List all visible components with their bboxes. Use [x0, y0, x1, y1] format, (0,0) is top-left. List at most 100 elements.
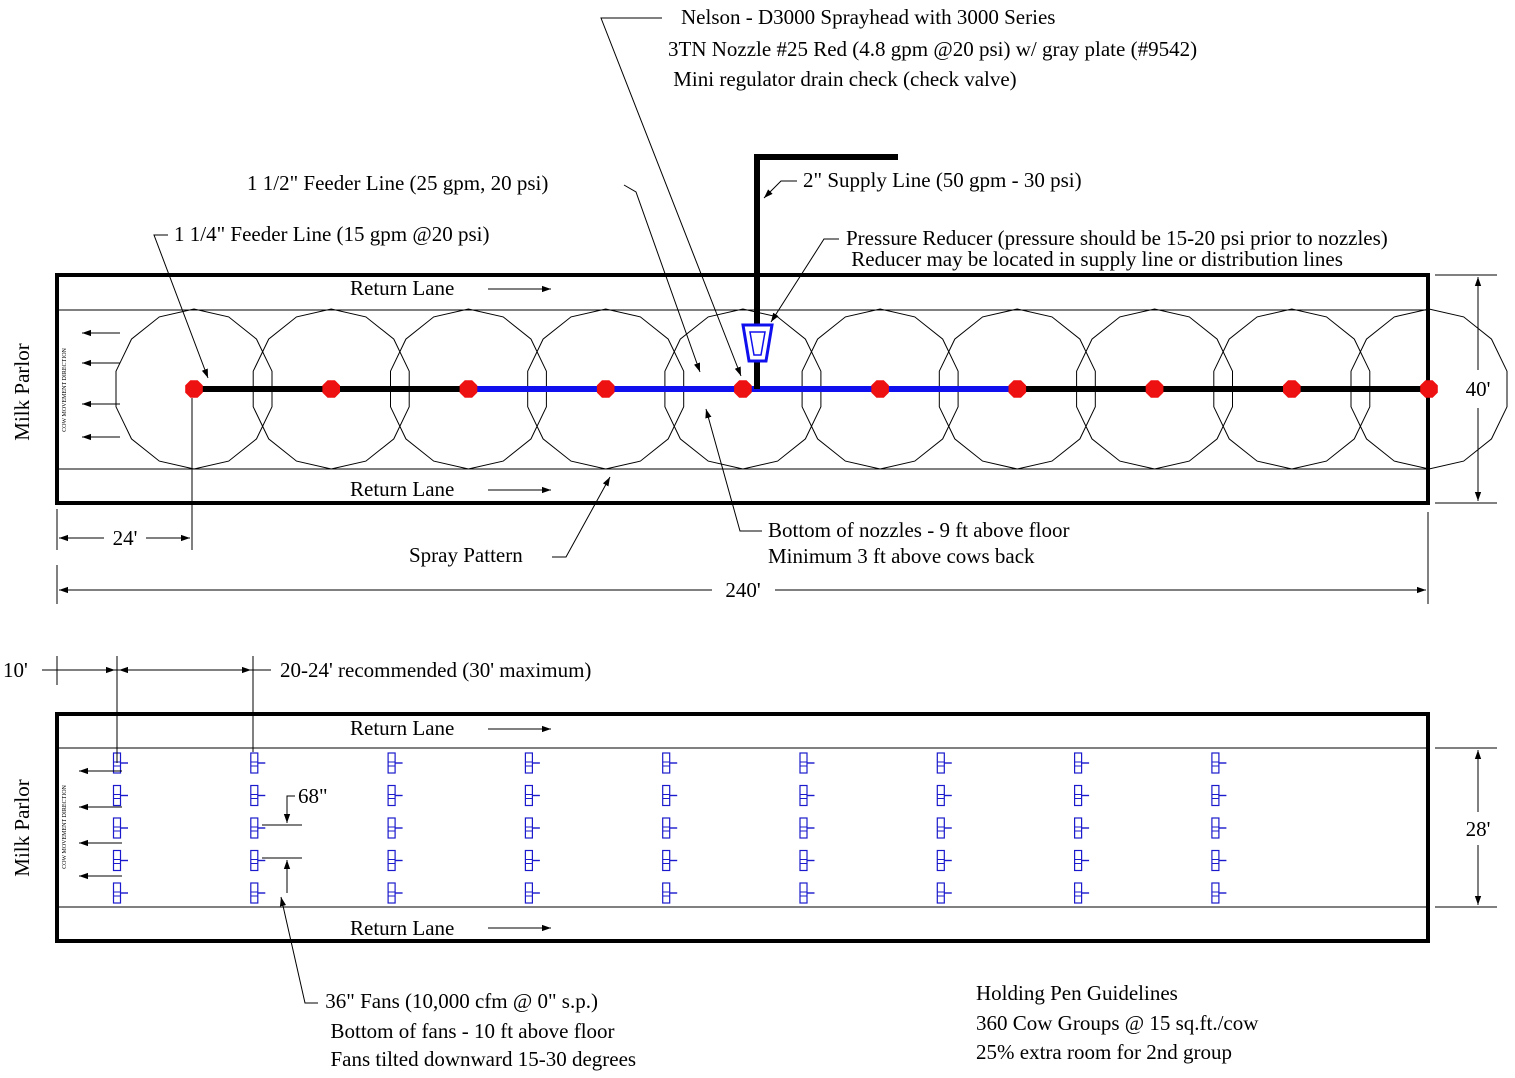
fan-grid — [112, 752, 1227, 904]
fan-icon — [1211, 752, 1227, 774]
fan-icon — [936, 882, 952, 904]
fan-icon — [1073, 882, 1090, 904]
nozzle-icon — [1283, 380, 1301, 398]
fan-row-label: 68" — [298, 784, 328, 808]
cow-direction-label-bottom: COW MOVEMENT DIRECTION — [62, 784, 68, 868]
fan-icon — [387, 784, 403, 807]
fan-icon — [799, 817, 815, 839]
nozzle-icon — [734, 380, 752, 398]
fan-icon — [662, 752, 678, 774]
nozzle-icon — [596, 380, 615, 398]
fan-icon — [524, 817, 540, 839]
fan-plan: Milk Parlor COW MOVEMENT DIRECTION Retur… — [3, 656, 1497, 1071]
return-lane-top-upper: Return Lane — [350, 276, 454, 300]
pen-outline-bottom — [55, 712, 1430, 943]
spray-pattern-leader — [552, 476, 611, 558]
fan-icon — [250, 752, 266, 774]
nozzle-row — [185, 380, 1438, 398]
fan-icon — [387, 752, 403, 774]
fan-icon — [662, 784, 678, 807]
fan-icon — [799, 849, 815, 872]
fan-icon — [112, 849, 128, 872]
total-length-label: 240' — [725, 578, 760, 602]
nozzle-icon — [871, 380, 889, 398]
return-lane-bottom-lower: Return Lane — [350, 916, 454, 940]
fan-note-line-2: Bottom of fans - 10 ft above floor — [320, 1019, 615, 1043]
cow-direction-label-top: COW MOVEMENT DIRECTION — [62, 347, 68, 431]
milk-parlor-label-top: Milk Parlor — [10, 343, 34, 440]
fan-icon — [524, 849, 540, 872]
holding-pen-guidelines: Holding Pen Guidelines 360 Cow Groups @ … — [976, 981, 1259, 1064]
spray-pattern-circle — [390, 308, 547, 470]
guidelines-line-2: 25% extra room for 2nd group — [976, 1040, 1232, 1064]
fan-icon — [524, 784, 540, 807]
fan-icon — [387, 882, 403, 904]
fan-note-line-1: 36" Fans (10,000 cfm @ 0" s.p.) — [320, 989, 598, 1013]
fan-icon — [1073, 849, 1090, 872]
fan-icon — [1211, 849, 1227, 872]
fan-icon — [1073, 784, 1090, 807]
width-label-top: 40' — [1466, 377, 1491, 401]
supply-line — [754, 154, 898, 389]
width-dimension-bottom — [1435, 747, 1497, 908]
nozzle-icon — [322, 380, 340, 398]
reducer-note-line-2: Reducer may be located in supply line or… — [846, 247, 1343, 271]
cow-direction-arrows-bottom — [79, 767, 122, 880]
nozzle-icon — [459, 380, 478, 398]
fan-icon — [250, 817, 266, 839]
total-length-dimension — [56, 512, 1429, 604]
fan-icon — [1073, 817, 1090, 839]
sprinkler-plan: Milk Parlor COW MOVEMENT DIRECTION Retur… — [10, 5, 1508, 604]
feeder-114-label: 1 1/4" Feeder Line (15 gpm @20 psi) — [174, 222, 489, 246]
nozzle-height-line-2: Minimum 3 ft above cows back — [768, 544, 1035, 568]
fan-icon — [250, 882, 266, 904]
fan-note-leader — [279, 896, 318, 1004]
fan-icon — [524, 752, 540, 774]
spray-pattern-circle — [252, 308, 410, 470]
spray-pattern-circle — [1213, 308, 1371, 470]
fan-icon — [524, 882, 540, 904]
spray-patterns — [115, 308, 1508, 470]
spray-pattern-label: Spray Pattern — [409, 543, 523, 567]
nozzle-icon — [185, 380, 203, 398]
fan-icon — [250, 849, 266, 872]
fan-icon — [1073, 752, 1090, 774]
return-lane-bottom-upper: Return Lane — [350, 716, 454, 740]
fan-icon — [662, 882, 678, 904]
guidelines-line-1: 360 Cow Groups @ 15 sq.ft./cow — [976, 1011, 1259, 1035]
fan-icon — [799, 882, 815, 904]
fan-icon — [799, 784, 815, 807]
fan-icon — [387, 817, 403, 839]
feeder-112-label: 1 1/2" Feeder Line (25 gpm, 20 psi) — [247, 171, 548, 195]
fan-icon — [112, 784, 128, 807]
return-lane-top-lower: Return Lane — [350, 477, 454, 501]
pressure-reducer-icon — [741, 323, 774, 363]
fan-icon — [936, 752, 952, 774]
guidelines-title: Holding Pen Guidelines — [976, 981, 1178, 1005]
feeder-114-leader — [153, 234, 209, 379]
fan-row-dimension — [262, 795, 302, 893]
milk-parlor-label-bottom: Milk Parlor — [10, 779, 34, 876]
first-nozzle-label: 24' — [113, 526, 138, 550]
sprayhead-leader — [600, 17, 742, 377]
fan-icon — [799, 752, 815, 774]
fan-icon — [662, 849, 678, 872]
fan-icon — [1211, 817, 1227, 839]
spray-pattern-circle — [1076, 308, 1233, 470]
fan-icon — [1211, 784, 1227, 807]
sprayhead-note-line-1: Nelson - D3000 Sprayhead with 3000 Serie… — [681, 5, 1055, 29]
feeder-112-leader — [623, 184, 701, 373]
fan-icon — [936, 817, 952, 839]
spray-pattern-circle — [1350, 308, 1508, 470]
fan-icon — [1211, 882, 1227, 904]
nozzle-icon — [1145, 380, 1164, 398]
spray-pattern-circle — [115, 308, 273, 470]
spray-pattern-circle — [801, 308, 959, 470]
reducer-note-line-1: Pressure Reducer (pressure should be 15-… — [846, 226, 1388, 250]
nozzle-height-line-1: Bottom of nozzles - 9 ft above floor — [768, 518, 1070, 542]
fan-spacing-label: 20-24' recommended (30' maximum) — [280, 658, 591, 682]
width-dimension-top — [1435, 274, 1497, 504]
cow-direction-arrows-top — [82, 329, 120, 441]
